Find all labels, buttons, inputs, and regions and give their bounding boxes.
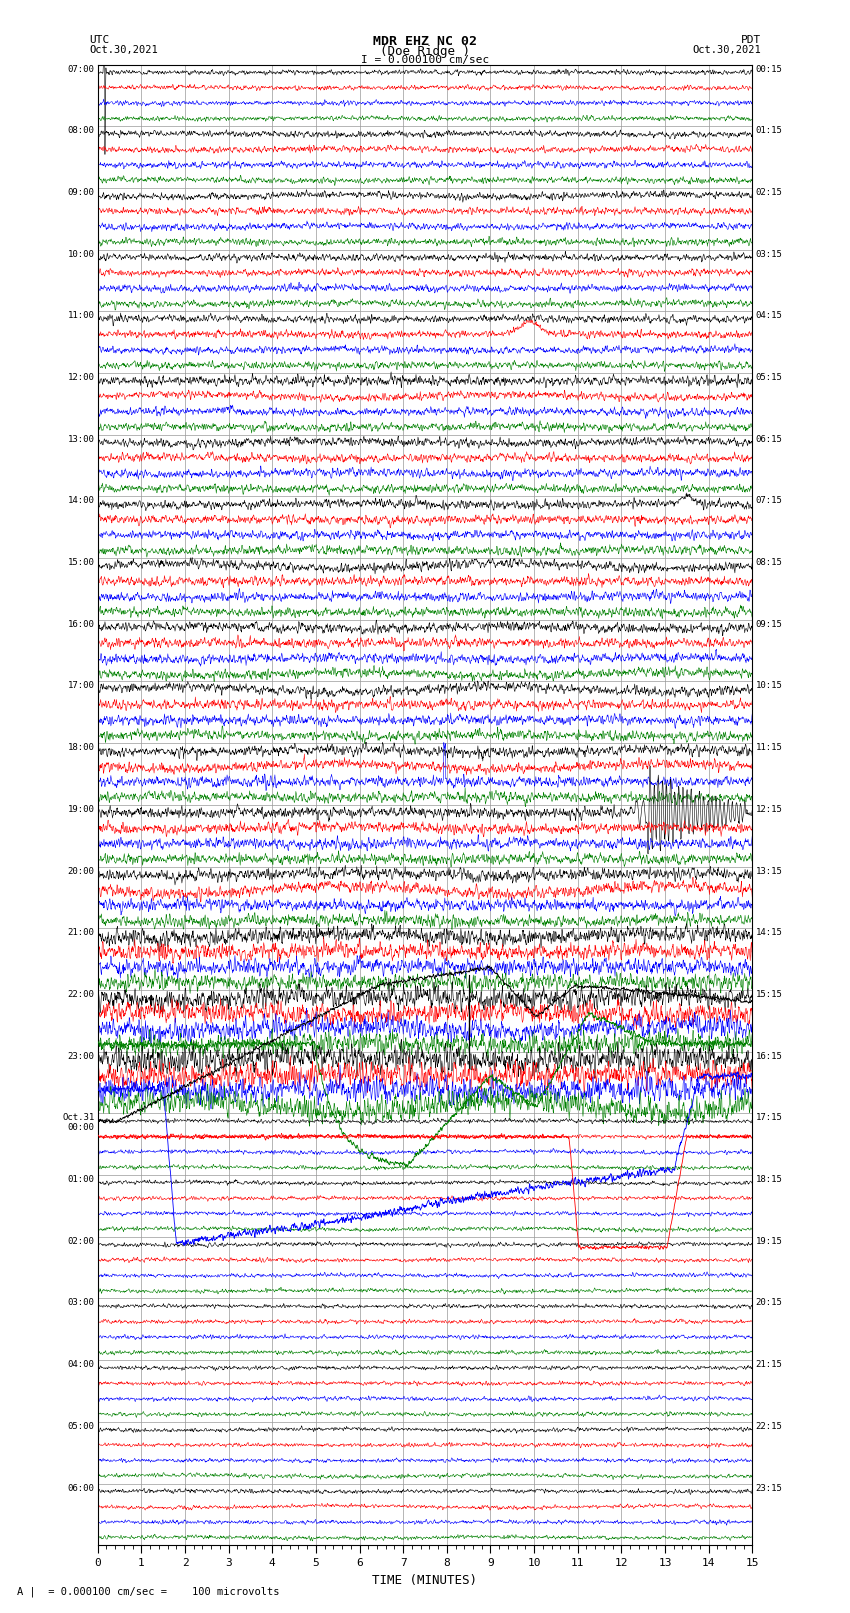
Text: 13:15: 13:15 [756, 866, 783, 876]
Text: 07:00: 07:00 [67, 65, 94, 74]
Text: PDT: PDT [740, 35, 761, 45]
Text: 10:00: 10:00 [67, 250, 94, 258]
Text: 09:15: 09:15 [756, 619, 783, 629]
Text: 11:15: 11:15 [756, 744, 783, 752]
X-axis label: TIME (MINUTES): TIME (MINUTES) [372, 1574, 478, 1587]
Text: 09:00: 09:00 [67, 187, 94, 197]
Text: UTC: UTC [89, 35, 110, 45]
Text: Oct.30,2021: Oct.30,2021 [89, 45, 158, 55]
Text: 18:15: 18:15 [756, 1174, 783, 1184]
Text: Oct.31: Oct.31 [62, 1113, 94, 1123]
Text: 03:00: 03:00 [67, 1298, 94, 1308]
Text: 04:00: 04:00 [67, 1360, 94, 1369]
Text: 14:15: 14:15 [756, 927, 783, 937]
Text: 12:00: 12:00 [67, 373, 94, 382]
Text: I = 0.000100 cm/sec: I = 0.000100 cm/sec [361, 55, 489, 65]
Text: 15:00: 15:00 [67, 558, 94, 568]
Text: 20:15: 20:15 [756, 1298, 783, 1308]
Text: 08:15: 08:15 [756, 558, 783, 568]
Text: 07:15: 07:15 [756, 497, 783, 505]
Text: 00:15: 00:15 [756, 65, 783, 74]
Text: 18:00: 18:00 [67, 744, 94, 752]
Text: 01:15: 01:15 [756, 126, 783, 135]
Text: 14:00: 14:00 [67, 497, 94, 505]
Text: 17:15: 17:15 [756, 1113, 783, 1123]
Text: 16:15: 16:15 [756, 1052, 783, 1061]
Text: 23:15: 23:15 [756, 1484, 783, 1492]
Text: 15:15: 15:15 [756, 990, 783, 998]
Text: 03:15: 03:15 [756, 250, 783, 258]
Text: 21:15: 21:15 [756, 1360, 783, 1369]
Text: 12:15: 12:15 [756, 805, 783, 815]
Text: 00:00: 00:00 [67, 1123, 94, 1132]
Text: 05:15: 05:15 [756, 373, 783, 382]
Text: 02:00: 02:00 [67, 1237, 94, 1245]
Text: 20:00: 20:00 [67, 866, 94, 876]
Text: 19:15: 19:15 [756, 1237, 783, 1245]
Text: 22:00: 22:00 [67, 990, 94, 998]
Text: 10:15: 10:15 [756, 681, 783, 690]
Text: 19:00: 19:00 [67, 805, 94, 815]
Text: A |  = 0.000100 cm/sec =    100 microvolts: A | = 0.000100 cm/sec = 100 microvolts [17, 1586, 280, 1597]
Text: 21:00: 21:00 [67, 927, 94, 937]
Text: 16:00: 16:00 [67, 619, 94, 629]
Text: 06:15: 06:15 [756, 436, 783, 444]
Text: 02:15: 02:15 [756, 187, 783, 197]
Text: 05:00: 05:00 [67, 1423, 94, 1431]
Text: 17:00: 17:00 [67, 681, 94, 690]
Text: 23:00: 23:00 [67, 1052, 94, 1061]
Text: 04:15: 04:15 [756, 311, 783, 321]
Text: (Doe Ridge ): (Doe Ridge ) [380, 45, 470, 58]
Text: Oct.30,2021: Oct.30,2021 [692, 45, 761, 55]
Text: 01:00: 01:00 [67, 1174, 94, 1184]
Text: MDR EHZ NC 02: MDR EHZ NC 02 [373, 35, 477, 48]
Text: 13:00: 13:00 [67, 436, 94, 444]
Text: 08:00: 08:00 [67, 126, 94, 135]
Text: 06:00: 06:00 [67, 1484, 94, 1492]
Text: 11:00: 11:00 [67, 311, 94, 321]
Text: 22:15: 22:15 [756, 1423, 783, 1431]
